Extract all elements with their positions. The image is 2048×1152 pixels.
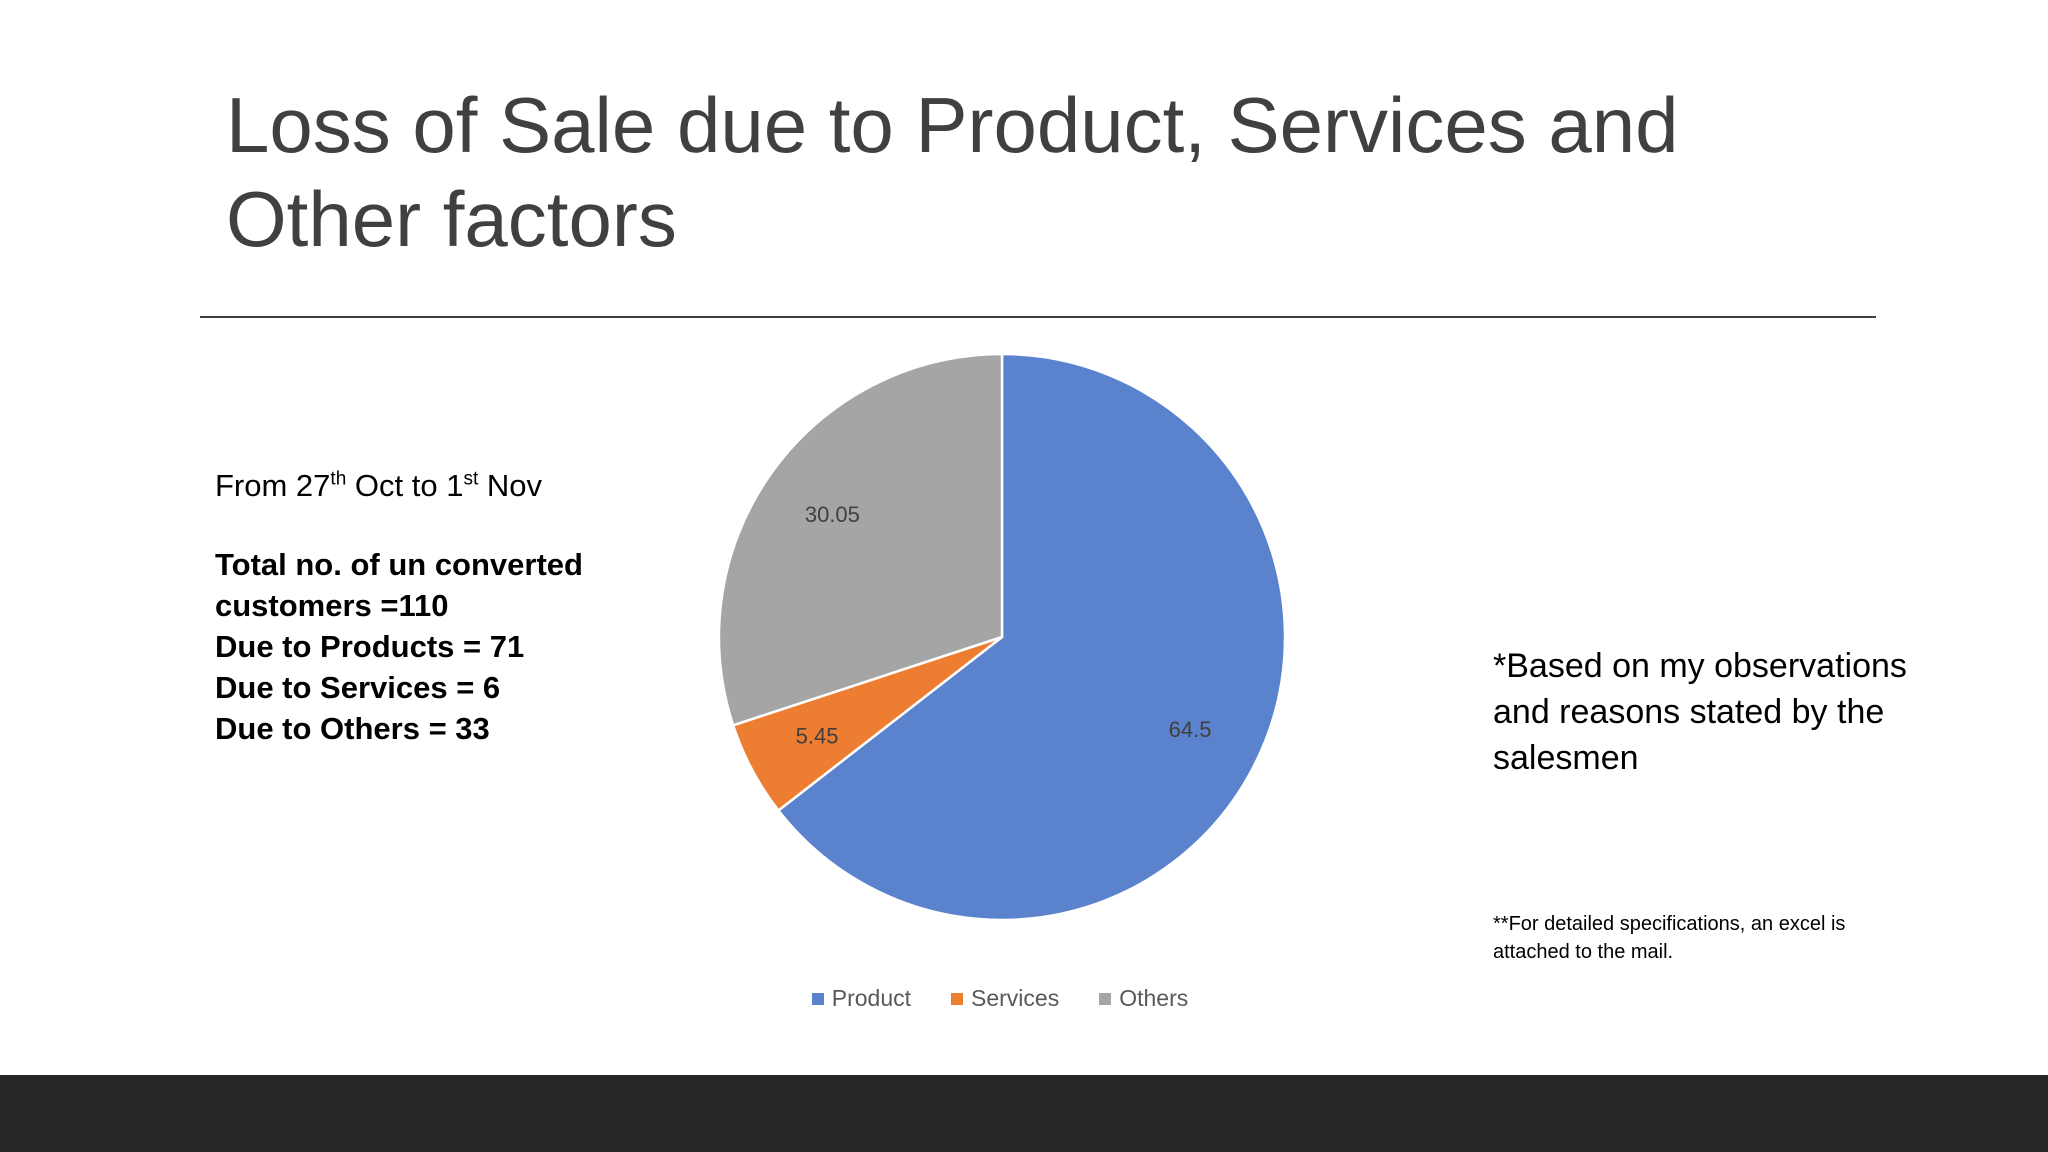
legend-label-services: Services: [971, 985, 1060, 1011]
legend-item-others: Others: [1099, 985, 1188, 1012]
date-from-suffix: th: [330, 468, 347, 490]
stat-line: Due to Others = 33: [215, 711, 490, 746]
legend-label-product: Product: [831, 985, 912, 1011]
pie-chart-svg: 64.5 5.45 30.05: [717, 352, 1287, 922]
legend-item-product: Product: [811, 985, 912, 1012]
legend-swatch-others: [1099, 992, 1112, 1005]
chart-legend: Product Services Others: [700, 985, 1300, 1012]
attachment-note: **For detailed specifications, an excel …: [1493, 913, 1846, 963]
observation-note: *Based on my observations and reasons st…: [1493, 647, 1907, 777]
date-from: From 27: [215, 468, 331, 503]
date-range: From 27th Oct to 1st Nov: [215, 462, 735, 510]
pie-slice-others: [717, 352, 1004, 727]
stat-line: Total no. of un converted: [215, 547, 583, 582]
title-divider: [200, 316, 1876, 318]
pie-chart: 64.5 5.45 30.05 Product Services Others: [700, 345, 1300, 1035]
data-label-others: 30.05: [805, 502, 860, 527]
pie-slice-product: [776, 352, 1287, 922]
footer-bar: [0, 1075, 2048, 1152]
legend-swatch-product: [811, 992, 824, 1005]
data-label-product: 64.5: [1169, 717, 1212, 742]
slide-title: Loss of Sale due to Product, Services an…: [226, 81, 1679, 263]
stat-line: customers =110: [215, 588, 449, 623]
date-middle: Oct to 1: [346, 468, 464, 503]
legend-label-others: Others: [1119, 985, 1189, 1011]
stat-line: Due to Services = 6: [215, 670, 501, 705]
stat-line: Due to Products = 71: [215, 629, 525, 664]
summary-panel: From 27th Oct to 1st Nov Total no. of un…: [215, 462, 735, 749]
legend-item-services: Services: [951, 985, 1059, 1012]
legend-swatch-services: [951, 992, 964, 1005]
data-label-services: 5.45: [796, 723, 839, 748]
date-to-suffix: st: [463, 468, 479, 490]
stats-block: Total no. of un converted customers =110…: [215, 544, 735, 749]
date-end: Nov: [478, 468, 542, 503]
